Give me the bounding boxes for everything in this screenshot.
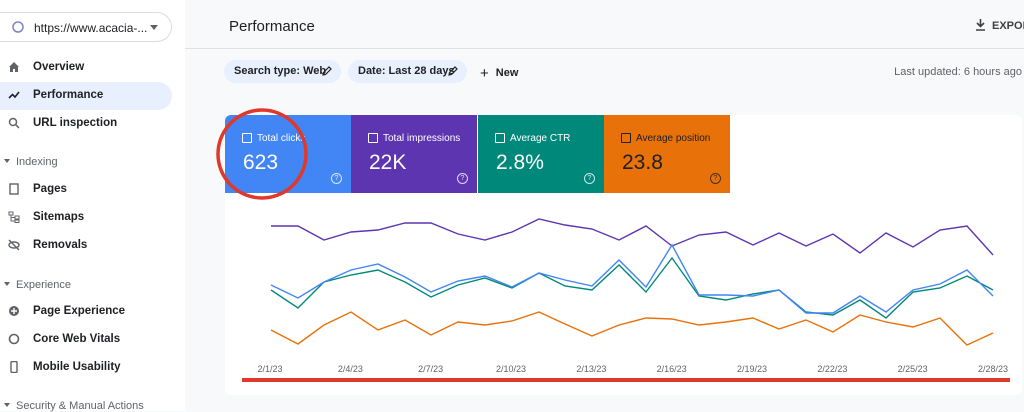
metric-value: 23.8	[622, 151, 663, 174]
property-selector[interactable]: https://www.acacia-...	[0, 12, 172, 42]
metric-label: Total impressions	[383, 133, 461, 144]
sidebar: https://www.acacia-... Overview Performa…	[0, 0, 185, 412]
home-icon	[9, 62, 19, 72]
x-axis-label: 2/19/23	[736, 364, 768, 374]
metric-value: 2.8%	[496, 151, 544, 174]
x-axis-label: 2/13/23	[576, 364, 607, 374]
last-updated: Last updated: 6 hours ago	[894, 66, 1022, 78]
nav-item[interactable]: Core Web Vitals	[0, 326, 172, 354]
nav-label: Mobile Usability	[33, 361, 121, 373]
metric-label: Average position	[636, 133, 711, 144]
section-title: Experience	[16, 279, 72, 291]
sitemap-icon	[8, 211, 20, 223]
nav-item[interactable]: Overview	[0, 54, 172, 82]
filter-chip[interactable]: Search type: Web	[224, 60, 341, 83]
nav-item[interactable]: Pages	[0, 176, 172, 204]
nav-item[interactable]: URL inspection	[0, 110, 172, 138]
dropdown-arrow	[150, 25, 158, 30]
metric-label: Total clicks	[257, 133, 306, 144]
x-axis-label: 2/7/23	[418, 364, 444, 374]
metric-tile[interactable]: Average position 23.8?	[604, 115, 730, 193]
export-button[interactable]: EXPOR	[975, 19, 1024, 32]
globe-icon	[12, 21, 24, 33]
edit-icon	[322, 66, 332, 76]
nav-label: Overview	[33, 61, 85, 73]
page-title: Performance	[229, 18, 315, 35]
chip-label: Date: Last 28 days	[358, 65, 455, 77]
pages-icon	[9, 183, 19, 195]
download-icon	[976, 19, 985, 31]
x-axis-label: 2/25/23	[897, 364, 928, 374]
edit-icon	[448, 66, 458, 76]
nav-item[interactable]: Page Experience	[0, 298, 172, 326]
nav-label: Performance	[33, 89, 104, 101]
export-label: EXPOR	[992, 20, 1024, 32]
x-axis-label: 2/28/23	[977, 364, 1009, 374]
trend-icon	[8, 91, 20, 99]
nav-label: Pages	[33, 183, 67, 195]
search-icon	[8, 117, 20, 129]
x-axis-label: 2/22/23	[817, 364, 848, 374]
nav-item[interactable]: Sitemaps	[0, 204, 172, 232]
x-axis-label: 2/4/23	[337, 364, 363, 374]
page-experience-icon	[9, 306, 19, 316]
filter-chip[interactable]: Date: Last 28 days	[348, 60, 467, 83]
nav-label: Removals	[33, 239, 88, 251]
divider	[185, 48, 1024, 49]
x-axis-label: 2/10/23	[495, 364, 527, 374]
x-axis-label: 2/16/23	[656, 364, 687, 374]
site-url: https://www.acacia-...	[34, 21, 148, 35]
nav-label: Page Experience	[33, 305, 126, 317]
metric-value: 22K	[369, 151, 407, 174]
nav-item[interactable]: Mobile Usability	[0, 354, 172, 382]
new-filter-button[interactable]: + New	[480, 65, 518, 82]
vitals-icon	[8, 333, 20, 345]
metric-label: Average CTR	[510, 133, 571, 144]
mobile-icon	[10, 361, 18, 373]
plus-icon: +	[480, 65, 489, 82]
metric-tile[interactable]: Average CTR 2.8%?	[478, 115, 604, 193]
removals-icon	[8, 239, 20, 251]
section-title: Indexing	[16, 156, 58, 168]
metric-tile[interactable]: Total impressions 22K?	[351, 115, 477, 193]
metric-tile[interactable]: Total clicks 623?	[225, 115, 351, 193]
nav-label: Core Web Vitals	[33, 333, 121, 345]
new-label: New	[495, 67, 519, 79]
nav-item[interactable]: Removals	[0, 232, 172, 260]
nav-label: URL inspection	[33, 117, 118, 129]
nav-label: Sitemaps	[33, 211, 85, 223]
nav-item[interactable]: Performance	[0, 82, 172, 110]
metric-value: 623	[243, 151, 279, 174]
x-axis-label: 2/1/23	[257, 364, 283, 374]
section-title: Security & Manual Actions	[16, 400, 144, 412]
chip-label: Search type: Web	[234, 65, 327, 77]
